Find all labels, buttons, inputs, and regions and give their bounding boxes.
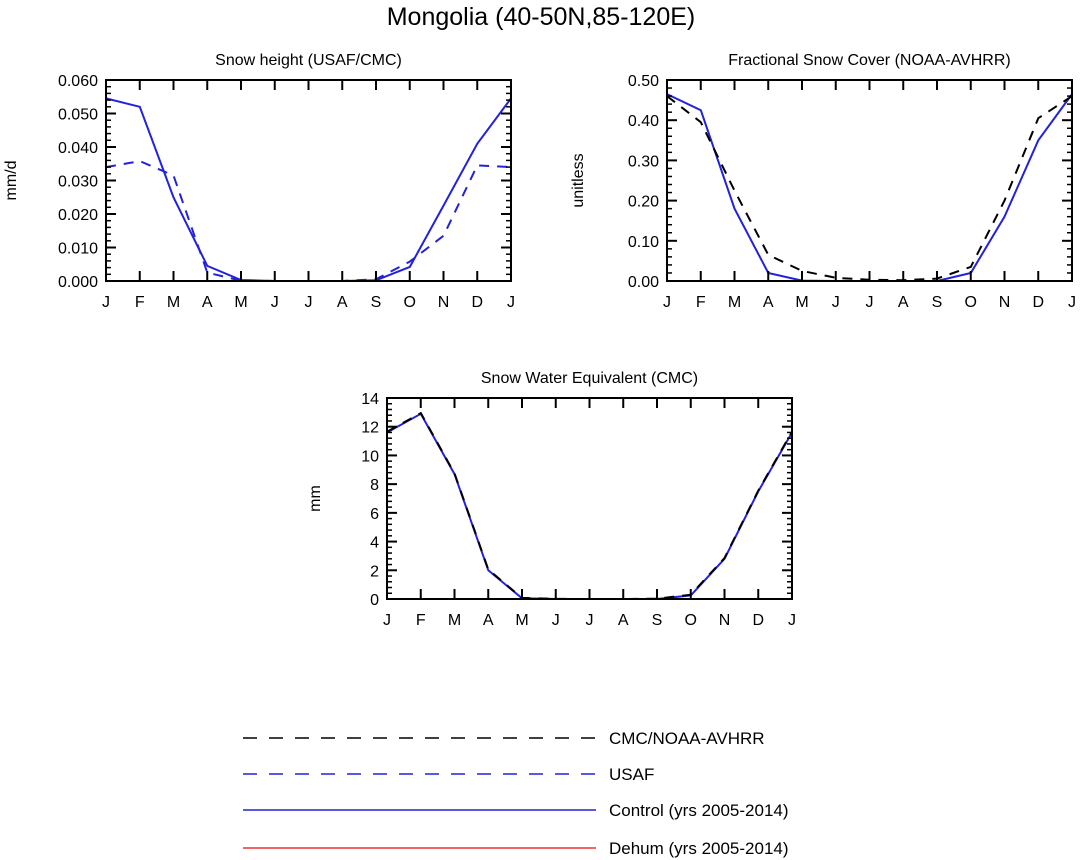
snow-cover-ylabel: unitless [570,153,587,207]
snow-height-ytick-label: 0.050 [58,107,98,124]
swe-xtick-label: A [618,612,629,629]
snow-cover-xtick-label: S [932,294,943,311]
snow-cover-title: Fractional Snow Cover (NOAA-AVHRR) [728,52,1010,69]
snow-height-xtick-label: M [167,294,180,311]
swe-ytick-label: 0 [370,592,379,609]
snow-cover-ytick-label: 0.50 [628,73,659,90]
swe-xtick-label: F [416,612,426,629]
swe-ytick-label: 12 [361,420,379,437]
snow-height-xtick-label: O [404,294,416,311]
snow-cover-xtick-label: J [832,294,840,311]
swe-xtick-label: J [552,612,560,629]
snow-height-title: Snow height (USAF/CMC) [215,52,402,69]
snow-cover-xtick-label: M [795,294,808,311]
swe-xtick-label: S [652,612,663,629]
snow-cover-ytick-label: 0.40 [628,113,659,130]
snow-height-xtick-label: N [438,294,450,311]
panels: Snow height (USAF/CMC)mm/dJ F M A M J J A S O N D J0… [3,52,1076,629]
snow-height-series-control [105,97,512,282]
swe-ytick-label: 8 [370,477,379,494]
swe-xtick-label: N [719,612,731,629]
snow-cover-ytick-label: 0.10 [628,234,659,251]
snow-cover-panel: Fractional Snow Cover (NOAA-AVHRR) unitle… [570,52,1076,311]
legend-label-usaf: USAF [609,765,654,784]
figure-title: Mongolia (40-50N,85-120E) [387,3,696,31]
snow-height-xtick-label: D [471,294,483,311]
legend: CMC/NOAA-AVHRR USAF Control (yrs 2005-2014… [243,729,789,858]
snow-cover-xtick-label: J [663,294,671,311]
snow-height-ytick-label: 0.000 [58,274,98,291]
snow-height-xtick-label: F [135,294,145,311]
legend-label-obs: CMC/NOAA-AVHRR [609,729,765,748]
snow-cover-xtick-label: M [728,294,741,311]
snow-cover-xtick-label: J [866,294,874,311]
snow-height-xtick-label: A [337,294,348,311]
snow-height-xtick-label: J [305,294,313,311]
snow-cover-xtick-label: A [898,294,909,311]
snow-height-xtick-label: S [371,294,382,311]
swe-title: Snow Water Equivalent (CMC) [481,370,698,387]
snow-height-ytick-label: 0.020 [58,207,98,224]
swe-ytick-label: 14 [361,391,379,408]
swe-ytick-label: 2 [370,563,379,580]
snow-cover-ytick-label: 0.30 [628,153,659,170]
swe-xtick-label: D [752,612,764,629]
legend-label-dehum: Dehum (yrs 2005-2014) [609,839,789,858]
swe-ytick-label: 10 [361,448,379,465]
snow-height-xtick-label: A [202,294,213,311]
snow-height-xtick-label: J [102,294,110,311]
snow-height-ytick-label: 0.040 [58,140,98,157]
snow-cover-ytick-label: 0.20 [628,194,659,211]
snow-cover-series-control [666,93,1073,282]
swe-xtick-label: M [515,612,528,629]
snow-height-ytick-label: 0.010 [58,241,98,258]
swe-series-control [386,412,793,600]
snow-cover-xtick-label: J [1068,294,1076,311]
snow-height-xtick-label: J [271,294,279,311]
legend-label-control: Control (yrs 2005-2014) [609,801,789,820]
swe-xtick-label: M [448,612,461,629]
swe-ylabel: mm [307,485,324,512]
snow-height-xtick-label: M [234,294,247,311]
snow-cover-xtick-label: O [965,294,977,311]
snow-height-ytick-label: 0.060 [58,73,98,90]
snow-cover-xtick-label: F [696,294,706,311]
snow-height-panel: Snow height (USAF/CMC)mm/dJ F M A M J J A S O N D J0… [3,52,515,311]
swe-xtick-label: J [788,612,796,629]
snow-height-ytick-label: 0.030 [58,174,98,191]
swe-xtick-label: J [383,612,391,629]
snow-cover-xtick-label: A [763,294,774,311]
swe-frame [386,397,793,600]
swe-ytick-label: 4 [370,535,379,552]
snow-cover-ytick-label: 0.00 [628,274,659,291]
snow-cover-xtick-label: N [999,294,1011,311]
snow-cover-xtick-label: D [1032,294,1044,311]
snow-cover-frame [666,79,1073,282]
swe-series-obs [386,411,793,600]
swe-xtick-label: O [685,612,697,629]
swe-xtick-label: J [586,612,594,629]
snow-height-xtick-label: J [507,294,515,311]
swe-panel: Snow Water Equivalent (CMC) mm J F M A M J J A S O N… [307,370,796,629]
swe-xtick-label: A [483,612,494,629]
swe-ytick-label: 6 [370,506,379,523]
snow-height-ylabel: mm/d [3,161,20,201]
